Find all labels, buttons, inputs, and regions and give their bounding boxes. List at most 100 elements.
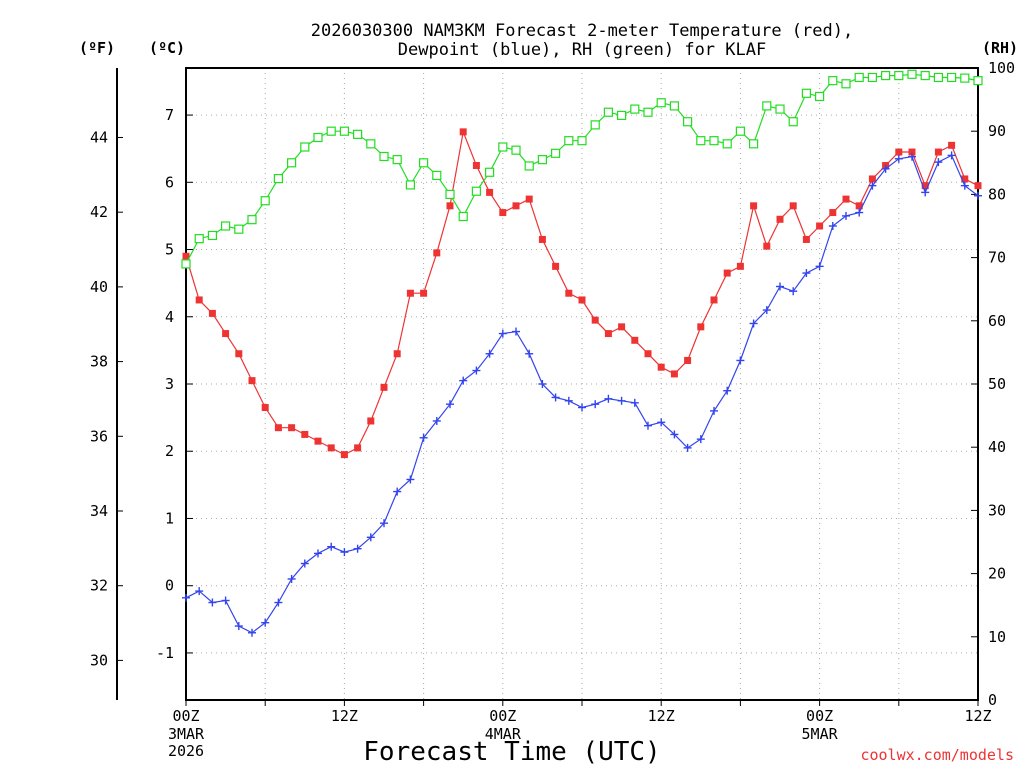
2-meter-temperature-point (921, 182, 929, 190)
rh-point (221, 221, 231, 231)
dewpoint-point (261, 618, 270, 627)
rh-point (894, 70, 904, 81)
2-meter-temperature-point (565, 289, 573, 297)
2-meter-temperature-point (895, 148, 903, 156)
x-tick-label: 12Z (331, 707, 358, 725)
dewpoint-point (432, 416, 441, 425)
2-meter-temperature-point (684, 356, 692, 364)
dewpoint-point (723, 386, 732, 395)
dewpoint-point (657, 418, 666, 427)
2-meter-temperature-point (433, 249, 441, 257)
fahrenheit-tick-label: 44 (90, 128, 108, 146)
rh-point (485, 167, 495, 177)
rh-tick-label: 20 (988, 565, 1006, 583)
2-meter-temperature-point (723, 269, 731, 277)
dewpoint-point (340, 548, 349, 557)
axes: -101234567303234363840424401020304050607… (90, 59, 1015, 760)
rh-point (656, 98, 666, 108)
celsius-tick-label: 7 (165, 106, 174, 124)
dewpoint-point (855, 208, 864, 217)
dewpoint-point (828, 222, 837, 230)
rh-point (366, 139, 376, 149)
dewpoint-point (934, 158, 943, 167)
2-meter-temperature-point (182, 252, 190, 260)
fahrenheit-tick-label: 38 (90, 353, 108, 371)
dewpoint-point (300, 559, 309, 568)
2-meter-temperature-point (776, 215, 784, 223)
dewpoint-point (498, 329, 507, 338)
2-meter-temperature-point (195, 296, 203, 304)
dewpoint-point (696, 435, 705, 444)
2-meter-temperature-point (538, 235, 546, 243)
rh-tick-label: 70 (988, 249, 1006, 267)
rh-point (616, 110, 627, 121)
rh-point (630, 104, 640, 114)
dewpoint-point (366, 533, 375, 542)
celsius-tick-label: 2 (165, 442, 174, 460)
rh-point (669, 101, 680, 111)
dewpoint-point (274, 598, 283, 607)
dewpoint-point (908, 152, 916, 161)
fahrenheit-unit-label: (ºF) (79, 39, 115, 57)
rh-point (247, 215, 257, 225)
fahrenheit-tick-label: 32 (90, 577, 108, 595)
2-meter-temperature-point (618, 323, 626, 331)
dewpoint-point (208, 598, 217, 607)
rh-tick-label: 80 (988, 185, 1006, 203)
rh-point (339, 126, 349, 136)
celsius-tick-label: 1 (165, 509, 174, 527)
rh-point (880, 70, 891, 81)
x-tick-date: 3MAR (168, 725, 205, 743)
2-meter-temperature-point (934, 148, 942, 156)
2-meter-temperature-point (948, 141, 956, 149)
dewpoint-point (525, 349, 534, 358)
dewpoint-point (815, 262, 824, 271)
rh-tick-label: 30 (988, 501, 1006, 519)
rh-point (696, 136, 706, 146)
rh-point (762, 101, 772, 111)
2-meter-temperature-point (222, 330, 230, 338)
dewpoint-point (868, 181, 877, 190)
dewpoint-point (591, 400, 600, 409)
rh-point (590, 120, 600, 130)
rh-point (326, 126, 336, 136)
rh-point (300, 142, 310, 152)
dewpoint-point (736, 356, 745, 365)
celsius-tick-label: 0 (165, 577, 174, 595)
2-meter-temperature-point (288, 424, 296, 432)
2-meter-temperature-point (961, 175, 969, 183)
celsius-tick-label: 4 (165, 308, 174, 326)
rh-point (181, 259, 191, 269)
dewpoint-point (287, 574, 296, 583)
dewpoint-point (789, 287, 798, 296)
2-meter-temperature-point (670, 370, 678, 378)
rh-point (379, 151, 389, 162)
2-meter-temperature-point (446, 202, 454, 210)
dewpoint-point (617, 396, 626, 405)
2-meter-temperature-point (314, 437, 322, 445)
fahrenheit-tick-label: 34 (90, 502, 108, 520)
x-axis-label: Forecast Time (UTC) (363, 737, 660, 767)
rh-point (933, 72, 944, 83)
dewpoint-point (881, 164, 890, 173)
chart-subtitle: Dewpoint (blue), RH (green) for KLAF (398, 40, 766, 60)
dewpoint-point (670, 430, 679, 439)
rh-tick-label: 60 (988, 312, 1006, 330)
fahrenheit-tick-label: 40 (90, 278, 108, 296)
2-meter-temperature-point (459, 128, 467, 136)
rh-tick-label: 10 (988, 628, 1006, 646)
dewpoint-point (472, 366, 481, 375)
2-meter-temperature-point (816, 222, 824, 230)
dewpoint-point (644, 421, 652, 430)
rh-point (828, 76, 838, 86)
dewpoint-point (960, 181, 969, 190)
dewpoint-point (512, 327, 520, 336)
dewpoint-point (921, 188, 930, 197)
rh-point (234, 224, 244, 234)
2-meter-temperature-point (208, 309, 216, 317)
rh-point (432, 170, 442, 181)
2-meter-temperature-point (631, 336, 639, 344)
2-meter-temperature-point (499, 209, 507, 217)
2-meter-temperature-point (842, 195, 850, 203)
rh-point (419, 158, 429, 168)
